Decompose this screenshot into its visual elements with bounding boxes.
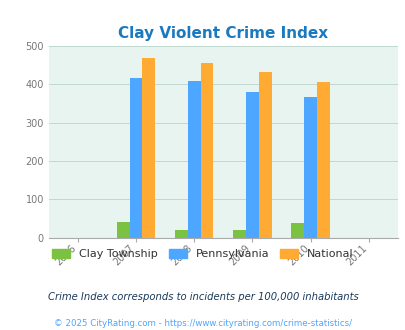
Bar [245,92,258,238]
Text: © 2025 CityRating.com - https://www.cityrating.com/crime-statistics/: © 2025 CityRating.com - https://www.city… [54,319,351,328]
Bar [117,222,129,238]
Bar [188,81,200,238]
Bar [316,82,329,238]
Bar [200,63,213,238]
Bar [175,230,188,238]
Bar [291,223,303,238]
Title: Clay Violent Crime Index: Clay Violent Crime Index [118,26,328,41]
Text: Crime Index corresponds to incidents per 100,000 inhabitants: Crime Index corresponds to incidents per… [47,292,358,302]
Legend: Clay Township, Pennsylvania, National: Clay Township, Pennsylvania, National [48,244,357,263]
Bar [258,72,271,238]
Bar [142,58,155,238]
Bar [303,97,316,238]
Bar [129,78,142,238]
Bar [232,230,245,238]
